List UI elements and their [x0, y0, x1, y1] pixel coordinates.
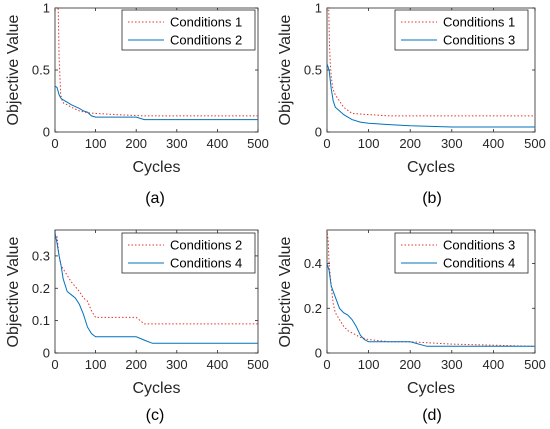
- x-tick-label: 500: [524, 136, 546, 151]
- legend-label: Conditions 3: [443, 238, 515, 253]
- x-tick-label: 300: [166, 357, 188, 372]
- x-tick-label: 0: [323, 357, 330, 372]
- legend-label: Conditions 4: [170, 256, 242, 271]
- panel-caption: (c): [146, 407, 165, 424]
- y-tick-label: 0.2: [32, 281, 50, 296]
- y-tick-label: 0.5: [32, 63, 50, 78]
- x-tick-label: 500: [524, 357, 546, 372]
- legend-label: Conditions 2: [170, 238, 242, 253]
- x-axis-label: Cycles: [132, 159, 180, 176]
- legend-box: [121, 9, 256, 51]
- x-tick-label: 500: [247, 136, 269, 151]
- y-tick-label: 0.2: [304, 301, 322, 316]
- x-tick-label: 100: [358, 357, 380, 372]
- y-tick-label: 0: [43, 125, 50, 140]
- x-axis-label: Cycles: [407, 380, 455, 397]
- y-tick-label: 0: [43, 346, 50, 361]
- series-line-dotted: [327, 230, 535, 347]
- series-line-dotted: [327, 8, 535, 117]
- panel-caption: (b): [422, 190, 442, 207]
- x-tick-label: 200: [399, 136, 421, 151]
- y-tick-label: 0: [315, 346, 322, 361]
- legend-box: [394, 232, 529, 274]
- legend-label: Conditions 4: [443, 256, 515, 271]
- legend-label: Conditions 1: [443, 15, 515, 30]
- y-tick-label: 1: [43, 1, 50, 16]
- y-axis-label: Objective Value: [277, 236, 294, 347]
- chart-panel-c: 0 100 200 300 400 500 0 0.1 0.2 0.3 Cycles Objectiv…: [5, 229, 269, 424]
- series-line-solid: [327, 263, 535, 347]
- legend-label: Conditions 1: [170, 15, 242, 30]
- panel-caption: (a): [145, 190, 165, 207]
- legend-box: [121, 232, 256, 274]
- x-tick-label: 400: [207, 136, 229, 151]
- legend-box: [394, 9, 529, 51]
- x-tick-label: 300: [166, 136, 188, 151]
- y-tick-label: 0.5: [304, 63, 322, 78]
- series-line-solid: [55, 233, 258, 344]
- x-tick-label: 400: [207, 357, 229, 372]
- y-axis-label: Objective Value: [277, 14, 294, 125]
- panel-caption: (d): [422, 407, 442, 424]
- y-tick-label: 0: [315, 125, 322, 140]
- x-tick-label: 0: [51, 136, 58, 151]
- y-tick-label: 0.3: [32, 248, 50, 263]
- y-tick-label: 1: [315, 1, 322, 16]
- x-axis-label: Cycles: [407, 159, 455, 176]
- y-axis-label: Objective Value: [5, 236, 22, 347]
- chart-panel-b: 0 100 200 300 400 500 0 0.5 1 Cycles Objective Val…: [277, 1, 546, 208]
- x-tick-label: 100: [358, 136, 380, 151]
- x-tick-label: 200: [125, 357, 147, 372]
- legend-label: Conditions 2: [170, 33, 242, 48]
- x-tick-label: 0: [323, 136, 330, 151]
- x-tick-label: 100: [85, 136, 107, 151]
- x-tick-label: 100: [85, 357, 107, 372]
- series-line-dotted: [55, 8, 258, 117]
- x-tick-label: 400: [483, 357, 505, 372]
- y-tick-label: 0.1: [32, 313, 50, 328]
- x-tick-label: 400: [483, 136, 505, 151]
- x-tick-label: 200: [399, 357, 421, 372]
- x-tick-label: 0: [51, 357, 58, 372]
- x-tick-label: 300: [441, 357, 463, 372]
- x-axis-label: Cycles: [132, 380, 180, 397]
- x-tick-label: 200: [125, 136, 147, 151]
- chart-panel-a: 0 100 200 300 400 500 0 0.5 1 Cycles Objective Val…: [5, 1, 269, 208]
- y-tick-label: 0.4: [304, 256, 322, 271]
- x-tick-label: 300: [441, 136, 463, 151]
- legend-label: Conditions 3: [443, 33, 515, 48]
- x-tick-label: 500: [247, 357, 269, 372]
- series-line-solid: [327, 63, 535, 128]
- series-line-solid: [55, 85, 258, 121]
- y-axis-label: Objective Value: [5, 14, 22, 125]
- chart-panel-d: 0 100 200 300 400 500 0 0.2 0.4 Cycles Objective V…: [277, 229, 546, 424]
